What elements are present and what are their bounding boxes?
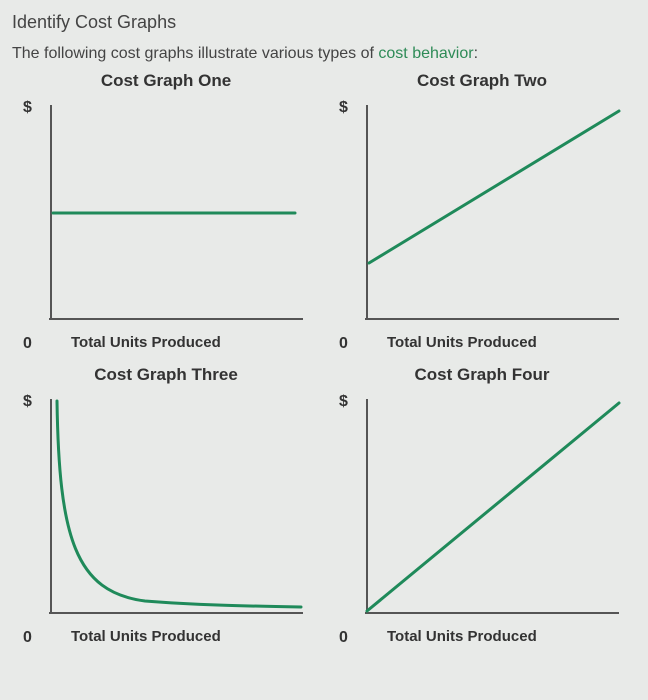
origin-label: 0 [23,629,32,647]
page-heading: Identify Cost Graphs [12,12,636,33]
chart-grid: Cost Graph One $ 0 Total Units Produced … [12,67,636,647]
origin-label: 0 [339,629,348,647]
chart-svg-one [45,103,305,323]
x-axis-label: Total Units Produced [387,628,537,645]
chart-title: Cost Graph Two [417,71,547,91]
y-axis-label: $ [339,393,348,411]
chart-wrap: $ 0 Total Units Produced [337,93,627,353]
x-axis-label: Total Units Produced [71,334,221,351]
chart-svg-two [361,103,621,323]
x-axis-label: Total Units Produced [387,334,537,351]
chart-title: Cost Graph Four [414,365,549,385]
chart-panel-three: Cost Graph Three $ 0 Total Units Produce… [12,361,320,647]
subtext-suffix: : [474,45,478,62]
chart-svg-three [45,397,305,617]
origin-label: 0 [23,335,32,353]
chart-wrap: $ 0 Total Units Produced [21,387,311,647]
chart-panel-one: Cost Graph One $ 0 Total Units Produced [12,67,320,353]
y-axis-label: $ [23,393,32,411]
chart-title: Cost Graph One [101,71,231,91]
x-axis-label: Total Units Produced [71,628,221,645]
chart-panel-two: Cost Graph Two $ 0 Total Units Produced [328,67,636,353]
chart-svg-four [361,397,621,617]
y-axis-label: $ [339,99,348,117]
subtext: The following cost graphs illustrate var… [12,45,636,63]
cost-line [57,401,301,607]
cost-line [367,403,619,611]
cost-behavior-link[interactable]: cost behavior [378,45,473,62]
origin-label: 0 [339,335,348,353]
y-axis-label: $ [23,99,32,117]
cost-line [369,111,619,263]
chart-wrap: $ 0 Total Units Produced [21,93,311,353]
chart-title: Cost Graph Three [94,365,238,385]
chart-wrap: $ 0 Total Units Produced [337,387,627,647]
chart-panel-four: Cost Graph Four $ 0 Total Units Produced [328,361,636,647]
subtext-prefix: The following cost graphs illustrate var… [12,45,378,62]
